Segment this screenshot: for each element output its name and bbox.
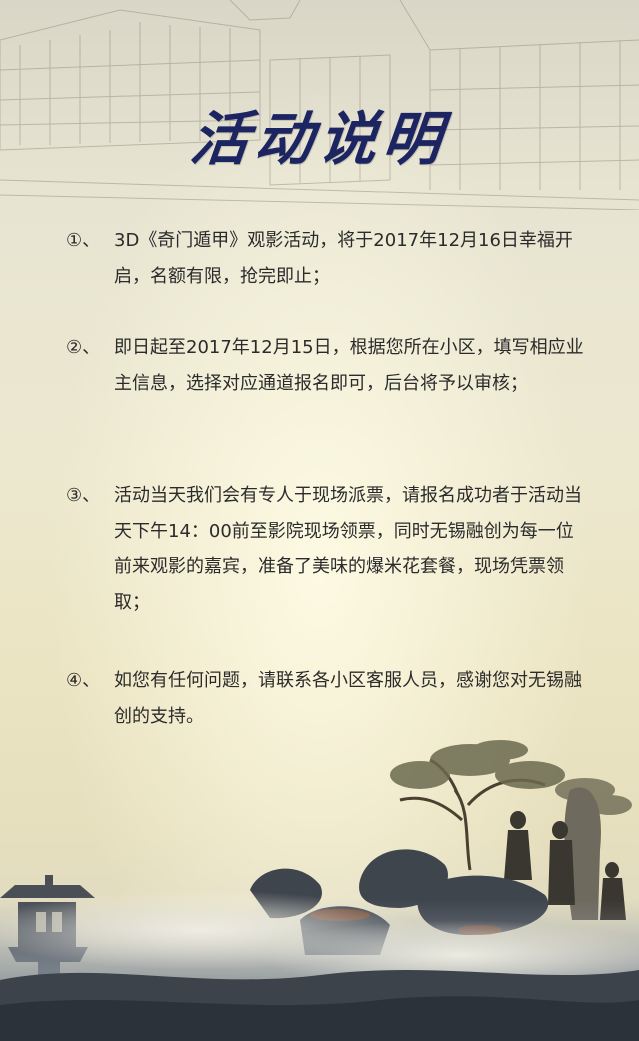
list-item: ④、 如您有任何问题，请联系各小区客服人员，感谢您对无锡融创的支持。 <box>66 663 586 734</box>
list-item: ③、 活动当天我们会有专人于现场派票，请报名成功者于活动当天下午14：00前至影… <box>66 478 586 620</box>
page-title: 活动说明 <box>187 105 451 173</box>
item-text: 即日起至2017年12月15日，根据您所在小区，填写相应业主信息，选择对应通道报… <box>114 337 584 394</box>
list-item: ①、 3D《奇门遁甲》观影活动，将于2017年12月16日幸福开启，名额有限，抢… <box>66 223 586 294</box>
item-text: 如您有任何问题，请联系各小区客服人员，感谢您对无锡融创的支持。 <box>114 670 582 727</box>
list-item: ②、 即日起至2017年12月15日，根据您所在小区，填写相应业主信息，选择对应… <box>66 330 586 401</box>
item-number: ①、 <box>66 230 101 251</box>
item-number: ④、 <box>66 670 101 691</box>
item-number: ②、 <box>66 337 101 358</box>
building-sketch-icon <box>0 0 639 210</box>
ink-landscape-icon <box>0 740 639 1041</box>
item-text: 活动当天我们会有专人于现场派票，请报名成功者于活动当天下午14：00前至影院现场… <box>114 485 582 613</box>
item-text: 3D《奇门遁甲》观影活动，将于2017年12月16日幸福开启，名额有限，抢完即止… <box>114 230 573 287</box>
item-number: ③、 <box>66 485 101 506</box>
